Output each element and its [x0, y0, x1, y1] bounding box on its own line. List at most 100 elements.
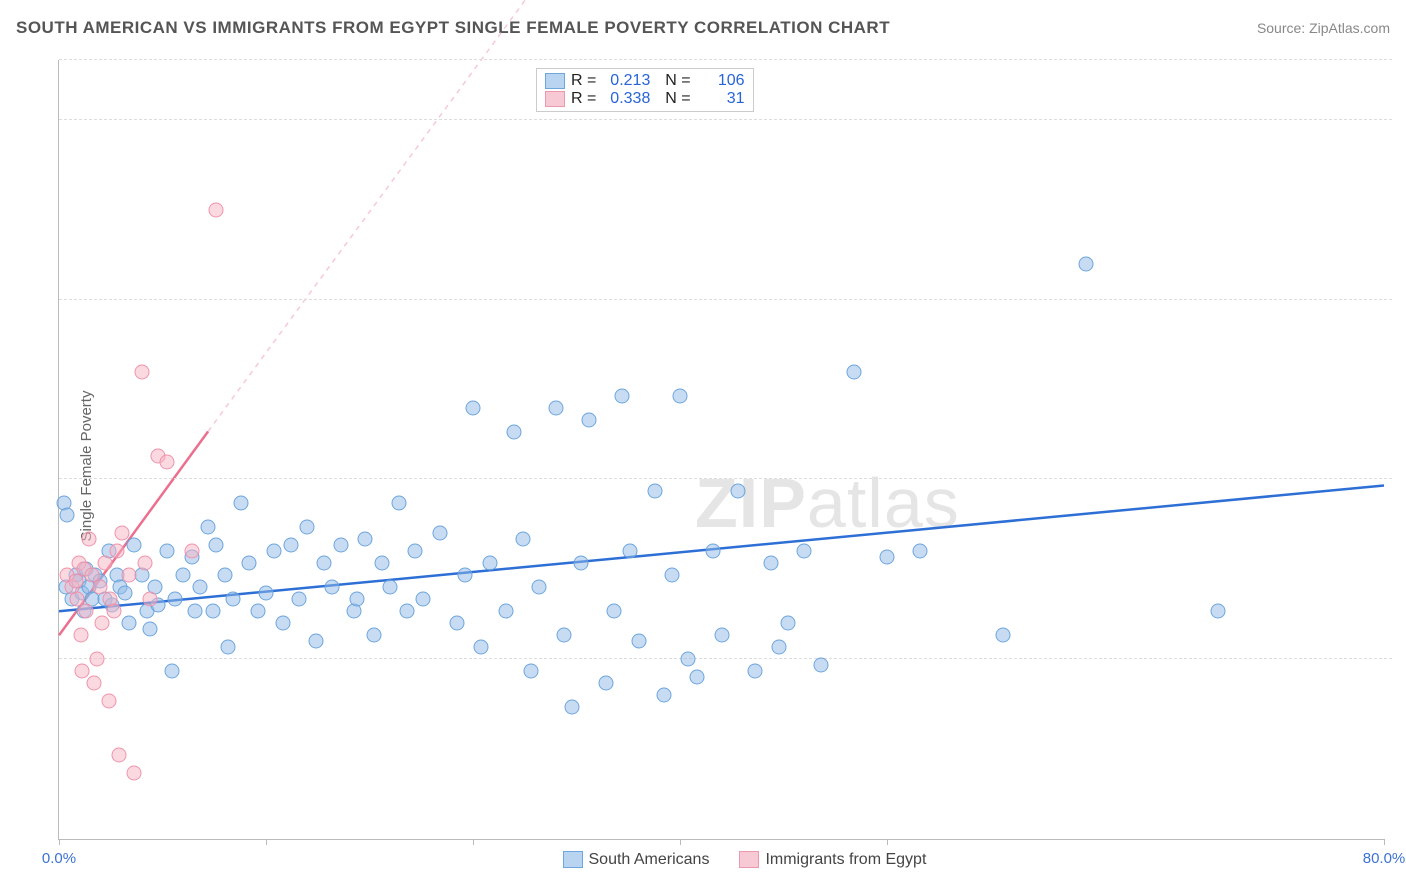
data-point: [333, 538, 348, 553]
data-point: [134, 364, 149, 379]
data-point: [764, 556, 779, 571]
data-point: [714, 628, 729, 643]
y-tick-label: 60.0%: [1394, 94, 1406, 111]
data-point: [60, 508, 75, 523]
data-point: [111, 748, 126, 763]
data-point: [573, 556, 588, 571]
data-point: [86, 676, 101, 691]
data-point: [143, 622, 158, 637]
data-point: [192, 580, 207, 595]
plot-area: ZIPatlas R =0.213 N =106R =0.338 N =31 S…: [58, 60, 1384, 840]
data-point: [598, 676, 613, 691]
data-point: [689, 670, 704, 685]
data-point: [234, 496, 249, 511]
legend-swatch: [739, 851, 759, 868]
data-point: [101, 694, 116, 709]
legend-swatch: [545, 73, 565, 89]
data-point: [138, 556, 153, 571]
y-tick-label: 45.0%: [1394, 274, 1406, 291]
data-point: [118, 586, 133, 601]
x-tick: [59, 839, 60, 845]
data-point: [548, 400, 563, 415]
x-tick: [266, 839, 267, 845]
stat-r-label: R =: [571, 90, 596, 108]
data-point: [109, 544, 124, 559]
data-point: [126, 538, 141, 553]
data-point: [913, 544, 928, 559]
data-point: [292, 592, 307, 607]
data-point: [121, 616, 136, 631]
data-point: [78, 604, 93, 619]
data-point: [673, 388, 688, 403]
legend-label: South Americans: [589, 851, 710, 868]
data-point: [275, 616, 290, 631]
gridline: [59, 119, 1392, 120]
x-tick: [680, 839, 681, 845]
data-point: [432, 526, 447, 541]
legend-item: South Americans: [563, 851, 710, 869]
data-point: [225, 592, 240, 607]
data-point: [206, 604, 221, 619]
data-point: [515, 532, 530, 547]
data-point: [300, 520, 315, 535]
data-point: [317, 556, 332, 571]
header: SOUTH AMERICAN VS IMMIGRANTS FROM EGYPT …: [16, 18, 1390, 38]
y-tick-label: 15.0%: [1394, 634, 1406, 651]
stat-n-value: 106: [697, 72, 745, 90]
data-point: [383, 580, 398, 595]
stat-r-value: 0.338: [602, 90, 650, 108]
data-point: [772, 640, 787, 655]
trend-line: [208, 0, 622, 432]
data-point: [880, 550, 895, 565]
data-point: [482, 556, 497, 571]
data-point: [416, 592, 431, 607]
data-point: [813, 658, 828, 673]
data-point: [449, 616, 464, 631]
gridline: [59, 299, 1392, 300]
stat-r-label: R =: [571, 72, 596, 90]
x-tick-label: 0.0%: [42, 850, 76, 867]
data-point: [217, 568, 232, 583]
data-point: [98, 556, 113, 571]
x-tick: [1384, 839, 1385, 845]
legend-label: Immigrants from Egypt: [765, 851, 926, 868]
data-point: [996, 628, 1011, 643]
data-point: [164, 664, 179, 679]
data-point: [474, 640, 489, 655]
stat-row: R =0.338 N =31: [545, 90, 745, 108]
data-point: [176, 568, 191, 583]
data-point: [106, 604, 121, 619]
data-point: [114, 526, 129, 541]
data-point: [209, 202, 224, 217]
stat-n-value: 31: [697, 90, 745, 108]
data-point: [664, 568, 679, 583]
data-point: [780, 616, 795, 631]
data-point: [466, 400, 481, 415]
stat-n-label: N =: [656, 72, 690, 90]
stat-r-value: 0.213: [602, 72, 650, 90]
data-point: [358, 532, 373, 547]
data-point: [582, 412, 597, 427]
data-point: [1211, 604, 1226, 619]
x-tick: [887, 839, 888, 845]
data-point: [847, 364, 862, 379]
data-point: [143, 592, 158, 607]
data-point: [747, 664, 762, 679]
legend-item: Immigrants from Egypt: [739, 851, 926, 869]
data-point: [399, 604, 414, 619]
data-point: [557, 628, 572, 643]
data-point: [167, 592, 182, 607]
data-point: [499, 604, 514, 619]
stat-row: R = 0.213 N = 106: [545, 72, 745, 90]
data-point: [201, 520, 216, 535]
data-point: [73, 628, 88, 643]
y-tick-label: 30.0%: [1394, 454, 1406, 471]
data-point: [81, 532, 96, 547]
data-point: [532, 580, 547, 595]
legend-swatch: [545, 91, 565, 107]
data-point: [220, 640, 235, 655]
data-point: [623, 544, 638, 559]
data-point: [250, 604, 265, 619]
data-point: [187, 604, 202, 619]
data-point: [507, 424, 522, 439]
